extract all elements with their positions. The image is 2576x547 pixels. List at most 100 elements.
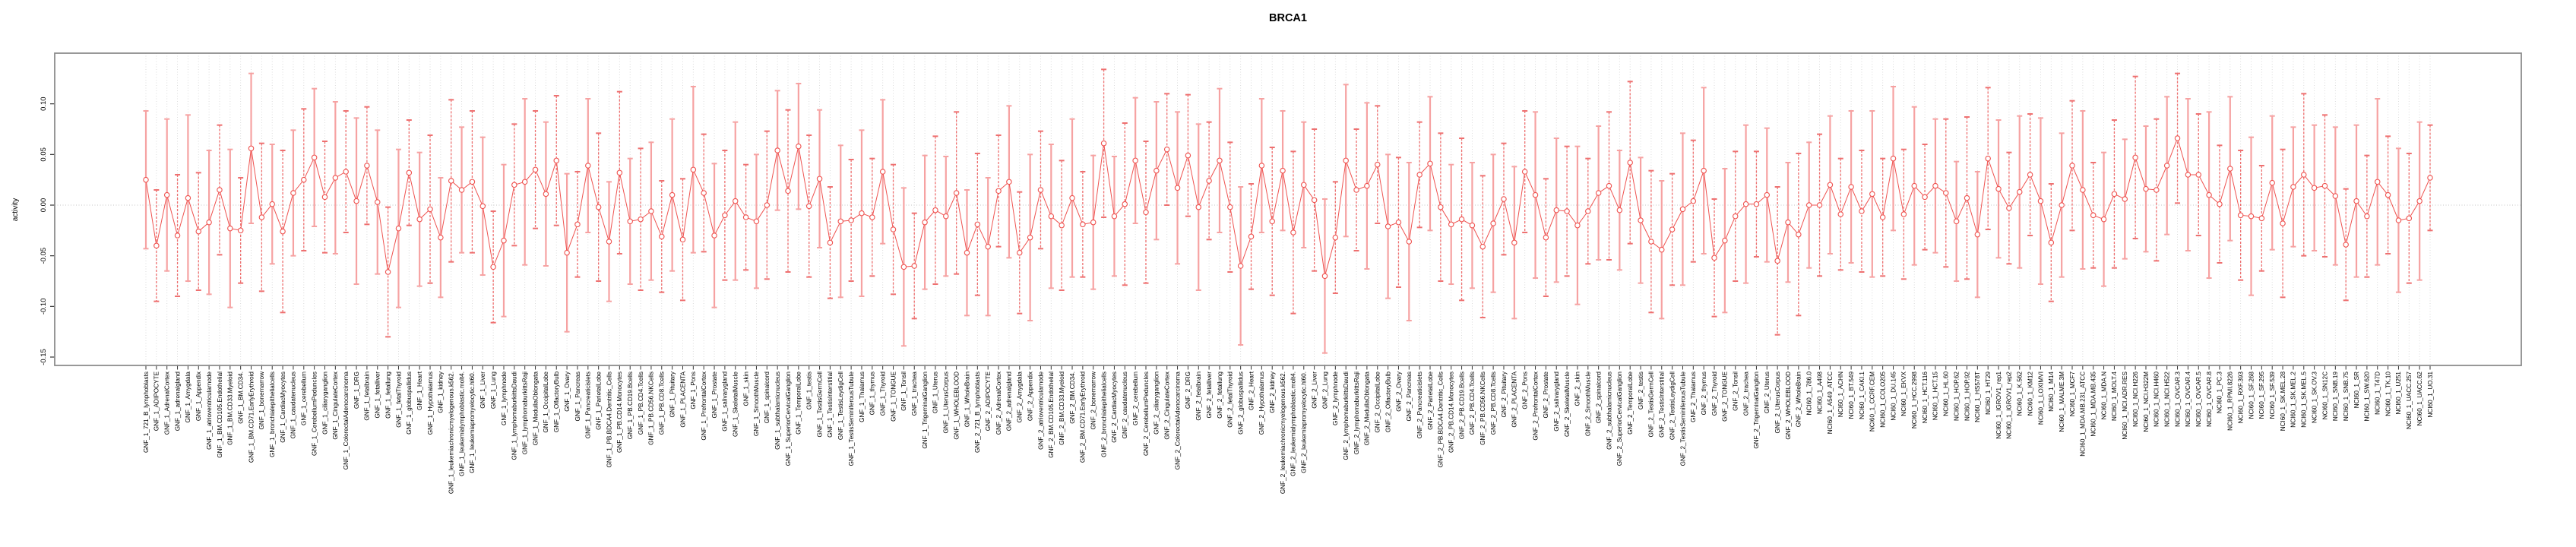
data-point bbox=[1037, 187, 1044, 193]
data-point bbox=[2154, 187, 2160, 193]
data-point bbox=[332, 175, 339, 181]
data-point bbox=[1227, 204, 1233, 210]
x-tick-label: GNF_1_bronchialepithelialcells bbox=[269, 372, 276, 457]
data-point bbox=[143, 176, 149, 183]
data-point bbox=[248, 145, 255, 152]
x-tick-label: GNF_1_leukemiachronicmyelogenous.k562. bbox=[448, 372, 455, 494]
data-point bbox=[2343, 242, 2349, 248]
data-point bbox=[2174, 135, 2181, 141]
y-tick-label: 0.10 bbox=[40, 96, 48, 111]
data-point bbox=[2122, 196, 2128, 202]
data-point bbox=[1311, 197, 1318, 204]
data-point bbox=[458, 187, 465, 193]
x-tick-label: GNF_1_PB.CD4.Tcells bbox=[638, 372, 644, 435]
x-tick-label: GNF_2_fetalliver bbox=[1206, 372, 1213, 419]
data-point bbox=[900, 264, 907, 270]
data-point bbox=[1922, 194, 1928, 201]
x-tick-label: GNF_2_TemporalLobe bbox=[1627, 372, 1634, 435]
x-tick-label: NCI60_1_HS578T bbox=[1974, 372, 1981, 422]
x-tick-label: GNF_1_Lung bbox=[490, 372, 497, 409]
x-tick-label: NCI60_1_LOXIMVI bbox=[2037, 372, 2044, 425]
data-point bbox=[1574, 222, 1581, 229]
x-tick-label: NCI60_1_SK.MEL.2 bbox=[2290, 372, 2297, 428]
x-tick-label: NCI60_1_DU.145 bbox=[1890, 372, 1897, 421]
x-tick-label: GNF_1_skin bbox=[742, 372, 749, 406]
data-point bbox=[1764, 191, 1771, 198]
x-tick-label: GNF_2_BM.CD33.Myeloid bbox=[1059, 372, 1065, 445]
x-tick-label: GNF_1_Prostate bbox=[711, 372, 718, 419]
x-tick-label: NCI60_1_SK.OV.3 bbox=[2311, 372, 2318, 423]
x-tick-label: GNF_1_lymphnode bbox=[501, 372, 508, 425]
data-point bbox=[2111, 191, 2118, 198]
data-point bbox=[553, 157, 559, 164]
x-tick-label: NCI60_1_SF.268 bbox=[2248, 372, 2255, 419]
x-tick-label: GNF_1_Tonsil bbox=[900, 372, 907, 411]
data-point bbox=[943, 213, 949, 220]
x-tick-label: GNF_2_721_B_lymphoblasts bbox=[974, 372, 981, 453]
x-tick-label: NCI60_1_A498 bbox=[1816, 372, 1823, 414]
x-tick-label: GNF_1_721_B_lymphoblasts bbox=[143, 372, 150, 453]
data-point bbox=[1953, 218, 1960, 225]
data-point bbox=[2364, 213, 2370, 220]
x-tick-label: GNF_2_PB.CD4.Tcells bbox=[1469, 372, 1476, 435]
data-point bbox=[385, 269, 391, 275]
x-tick-label: GNF_1_TONGUE bbox=[890, 371, 897, 421]
data-point bbox=[2059, 202, 2065, 208]
x-tick-label: GNF_2_PrefrontalCortex bbox=[1532, 372, 1539, 441]
data-point bbox=[1206, 178, 1212, 184]
data-point bbox=[2017, 188, 2023, 195]
data-point bbox=[995, 188, 1002, 194]
x-tick-label: NCI60_1_OVCAR.5 bbox=[2195, 372, 2202, 427]
data-point bbox=[2100, 216, 2107, 223]
x-tick-label: GNF_2_TrigeminalGanglion bbox=[1753, 372, 1760, 449]
x-tick-label: GNF_1_PB.CD19.Bcells bbox=[627, 372, 634, 439]
data-point bbox=[2132, 154, 2138, 161]
x-tick-label: GNF_1_testis bbox=[806, 372, 813, 409]
data-point bbox=[2258, 215, 2265, 222]
data-point bbox=[785, 188, 791, 194]
data-point bbox=[2353, 198, 2359, 204]
x-tick-label: GNF_2_Pons bbox=[1521, 372, 1528, 409]
x-tick-label: GNF_2_Ovary bbox=[1395, 371, 1402, 412]
data-point bbox=[2416, 198, 2423, 204]
data-point bbox=[953, 190, 960, 196]
x-tick-label: GNF_1_Hypothalamus bbox=[427, 372, 434, 435]
data-point bbox=[1753, 201, 1760, 207]
data-point bbox=[1248, 233, 1255, 240]
data-point bbox=[1816, 202, 1823, 208]
data-point bbox=[1627, 160, 1633, 166]
x-tick-label: GNF_1_MedullaOblongata bbox=[532, 372, 539, 446]
x-tick-label: NCI60_1_COLO205 bbox=[1879, 372, 1886, 428]
data-point bbox=[2006, 205, 2012, 211]
data-point bbox=[1416, 172, 1422, 178]
data-point bbox=[796, 143, 802, 150]
data-point bbox=[1100, 140, 1107, 147]
data-point bbox=[1321, 273, 1328, 280]
data-point bbox=[321, 194, 328, 201]
data-point bbox=[805, 203, 812, 210]
x-tick-label: GNF_1_PB.CD8.Tcells bbox=[659, 372, 666, 435]
x-tick-label: GNF_2_lymphomaburkittsDaudi bbox=[1343, 372, 1350, 460]
x-tick-label: NCI60_1_MDA.MB.231_ATCC bbox=[2080, 372, 2087, 457]
data-point bbox=[974, 221, 981, 228]
data-point bbox=[827, 239, 834, 246]
x-tick-label: NCI60_1_SK.MEL.5 bbox=[2301, 372, 2308, 428]
data-point bbox=[1122, 201, 1128, 207]
x-tick-label: GNF_1_salivarygland bbox=[722, 372, 729, 432]
data-point bbox=[764, 202, 771, 208]
x-tick-label: GNF_1_fetalThyroid bbox=[395, 372, 402, 428]
data-point bbox=[2217, 201, 2223, 207]
data-point bbox=[964, 249, 970, 256]
data-point bbox=[490, 264, 496, 270]
x-tick-label: NCI60_1_SK.MEL.28 bbox=[2280, 372, 2286, 432]
x-tick-label: GNF_1_Thalamus bbox=[859, 372, 866, 422]
data-point bbox=[1069, 194, 1075, 201]
data-point bbox=[2427, 175, 2433, 181]
x-tick-label: GNF_2_CardiacMyocytes bbox=[1111, 372, 1118, 443]
data-point bbox=[406, 169, 413, 176]
x-tick-label: GNF_2_CerebellumPeduncles bbox=[1143, 372, 1150, 456]
x-tick-label: GNF_1_ADIPOCYTE bbox=[153, 371, 160, 431]
data-point bbox=[1900, 211, 1907, 217]
x-tick-label: GNF_1_Pancreaticislets bbox=[585, 372, 592, 438]
